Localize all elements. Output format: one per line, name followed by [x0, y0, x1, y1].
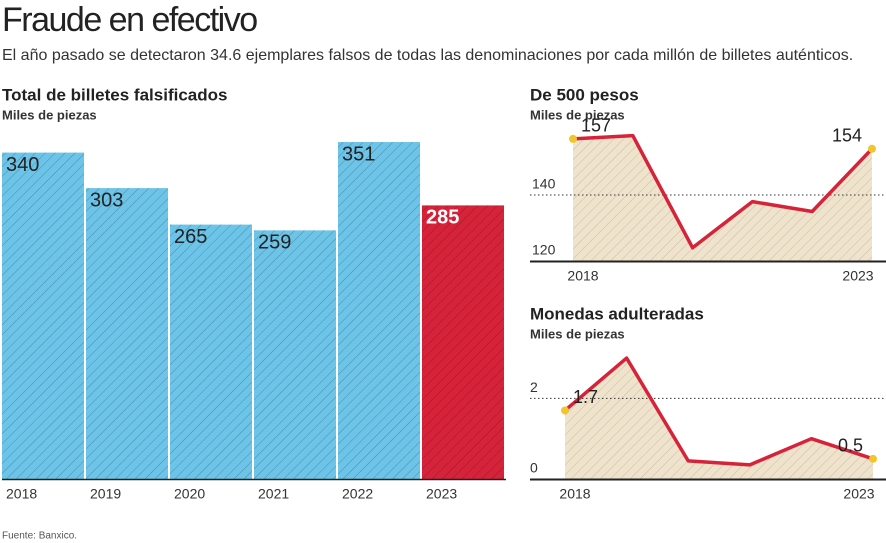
line [572, 133, 874, 250]
chart-title: Monedas adulteradas [530, 304, 704, 323]
bar-hatch [86, 188, 168, 479]
end-point [561, 406, 569, 415]
bar-hatch [2, 152, 84, 479]
bar-hatch [338, 142, 420, 480]
x-tick-label: 2023 [843, 486, 874, 502]
value-label: 1.7 [573, 387, 598, 407]
y-tick-label: 0 [530, 460, 538, 476]
value-label: 259 [258, 232, 291, 254]
chart-title: Total de billetes falsificados [2, 85, 227, 104]
chart-subtitle: Miles de piezas [530, 326, 625, 341]
value-label: 303 [90, 189, 123, 211]
chart-subtitle: Miles de piezas [2, 107, 97, 122]
end-point [569, 134, 577, 143]
end-point [868, 144, 876, 153]
y-tick-label: 140 [532, 176, 556, 192]
x-tick-label: 2019 [90, 486, 121, 502]
x-tick-label: 2018 [559, 486, 590, 502]
x-tick-label: 2018 [6, 486, 37, 502]
value-label: 157 [581, 116, 611, 136]
x-tick-label: 2022 [342, 486, 373, 502]
value-label: 154 [832, 126, 862, 146]
value-label: 285 [426, 207, 459, 229]
page-subtitle: El año pasado se detectaron 34.6 ejempla… [2, 47, 853, 64]
page-title: Fraude en efectivo [2, 1, 257, 39]
x-tick-label: 2023 [842, 268, 873, 284]
source: Fuente: Banxico. [2, 531, 77, 542]
x-tick-label: 2021 [258, 486, 289, 502]
end-point [869, 454, 877, 463]
area-hatch [565, 358, 873, 479]
value-label: 351 [342, 143, 375, 165]
value-label: 265 [174, 226, 207, 248]
chart-title: De 500 pesos [530, 85, 639, 104]
chart-subtitle: Miles de piezas [530, 107, 625, 122]
x-tick-label: 2023 [426, 486, 457, 502]
x-tick-label: 2018 [567, 268, 598, 284]
line [563, 356, 874, 467]
y-tick-label: 2 [530, 379, 538, 395]
x-tick-label: 2020 [174, 486, 205, 502]
value-label: 340 [6, 154, 39, 176]
value-label: 0.5 [838, 436, 863, 456]
bar-hatch [254, 230, 336, 479]
bar-hatch [170, 224, 252, 479]
y-tick-label: 120 [532, 242, 556, 258]
bar-hatch [422, 205, 504, 479]
